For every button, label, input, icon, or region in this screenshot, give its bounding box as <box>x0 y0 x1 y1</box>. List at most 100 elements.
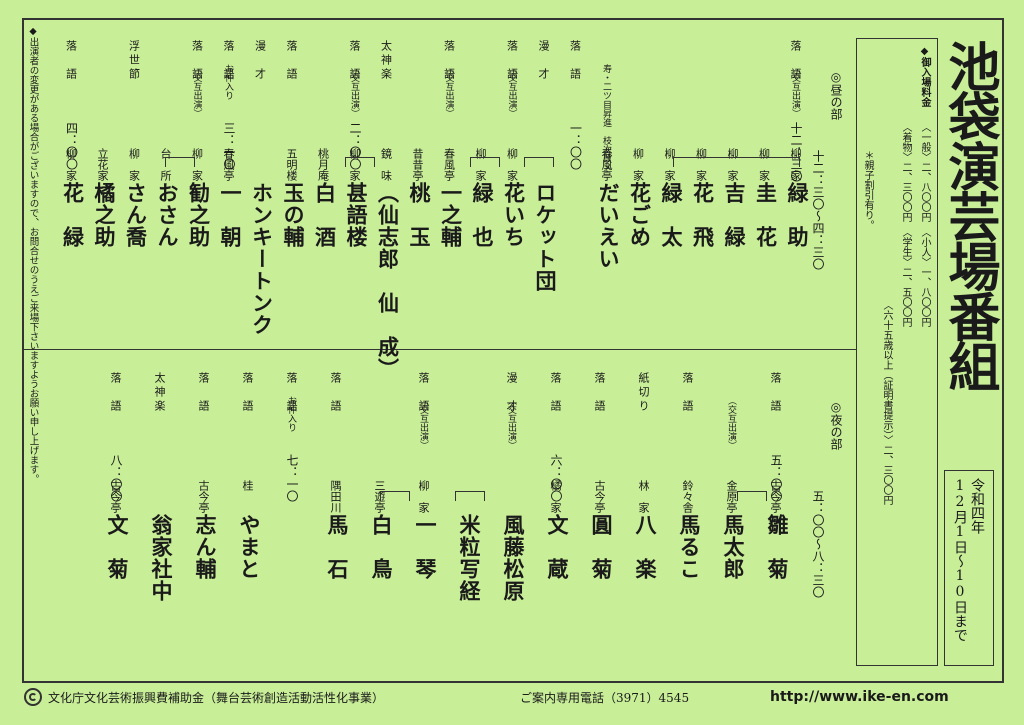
alternate-bracket <box>165 157 195 167</box>
subsidy-note: 文化庁文化芸術振興費補助金（舞台芸術創造活動活性化事業） <box>48 691 385 705</box>
act-genre: 落 語 <box>348 40 361 82</box>
performer-name: ホンキートンク <box>249 182 274 336</box>
night-time: 五：〇〇〜八：三〇 <box>811 490 825 598</box>
agency-logo-icon <box>24 688 42 706</box>
performer-name: 白 鳥 <box>369 514 393 580</box>
performer-name: 八 楽 <box>633 514 657 580</box>
act-house: 柳 家 <box>694 148 708 181</box>
act-house: 林 家 <box>637 480 650 513</box>
act-genre: 落 語 <box>64 40 78 82</box>
fee-line-2: 〈着物〉二、三〇〇円 〈学生〉二、五〇〇円 <box>900 122 911 327</box>
act-house: 橘 家 <box>549 480 562 513</box>
performer-name: 緑 也 <box>470 182 494 248</box>
act-house: 柳 家 <box>757 148 771 181</box>
act-note: お仲入り <box>286 396 296 432</box>
act-genre: 落 語 <box>568 40 582 82</box>
act-note: （交互出演） <box>418 396 428 450</box>
performer-name: だいえい <box>596 182 620 270</box>
performer-name: 雛 菊 <box>765 514 789 580</box>
act-house: 柳 家 <box>631 148 645 181</box>
performer-name: 吉 緑 <box>722 182 746 248</box>
act-house: 柳 家 <box>663 148 676 181</box>
act-time: 七：一〇 <box>285 454 299 502</box>
performer-name: 緑 助 <box>785 182 809 248</box>
performer-name: 米粒写経 <box>457 514 481 602</box>
day-time: 十二：三〇〜四：三〇 <box>811 150 825 270</box>
fee-line-4: ＊親子割引有り。 <box>862 150 873 230</box>
act-house: 五明楼 <box>285 148 298 181</box>
act-time: 十二：三〇 <box>789 122 803 182</box>
performer-name: 花いち <box>501 182 526 248</box>
alternate-bracket <box>737 491 767 501</box>
act-time: 五：〇〇 <box>769 454 783 502</box>
act-house: 柳 家 <box>127 148 141 181</box>
act-genre: 落 語 <box>549 372 562 414</box>
act-note: （交互出演） <box>790 64 800 118</box>
phone-info: ご案内専用電話（3971）4545 <box>520 691 690 705</box>
act-time: 二：〇〇 <box>348 122 362 170</box>
performer-name: 翁家社中 <box>149 514 173 602</box>
act-house: 金原亭 <box>725 480 738 513</box>
night-label: ◎夜の部 <box>829 400 843 450</box>
performer-name: 桃 玉 <box>407 182 431 248</box>
act-genre: 漫 才 <box>253 40 267 82</box>
act-genre: 落 語 <box>417 372 430 414</box>
act-house: 柳 家 <box>417 480 430 513</box>
notice: ◆出演者の変更がある場合がございますので、お問合せのうえご来場下さいますようお願… <box>27 26 39 484</box>
act-house: 立花家 <box>96 148 109 181</box>
act-house: 古今亭 <box>769 480 782 513</box>
act-house: 柳 家 <box>190 148 204 181</box>
performer-name: 馬 石 <box>325 514 349 580</box>
act-house: 鏡 味 <box>379 148 393 181</box>
act-time: 三：一〇 <box>222 122 236 170</box>
act-note: （交互出演） <box>191 64 202 118</box>
performer-name: 馬太郎 <box>721 514 745 580</box>
act-genre: 紙切り <box>637 372 650 414</box>
alternate-bracket <box>380 491 410 501</box>
performer-name: 圓 菊 <box>589 514 613 580</box>
act-note: （交互出演） <box>443 64 454 118</box>
fee-line-1: 〈一般〉二、八〇〇円 〈小人〉一、八〇〇円 <box>919 122 930 327</box>
fee-line-3: 〈六十五歳以上（証明書提示）〉二、三〇〇円 <box>881 300 892 505</box>
day-label: ◎昼の部 <box>829 70 843 120</box>
performer-name: 花 飛 <box>690 182 715 248</box>
performer-name: 風藤松原 <box>501 514 525 602</box>
act-genre: 落 語 <box>222 40 235 82</box>
date-era: 令和四年 <box>969 478 985 534</box>
date-box <box>944 470 994 666</box>
act-genre: 落 語 <box>109 372 122 414</box>
performer-name: おさん <box>155 182 179 248</box>
performer-name: 一之輔 <box>438 182 463 248</box>
act-genre: 落 語 <box>285 372 298 414</box>
act-note: （交互出演） <box>506 64 517 118</box>
act-time: 四：〇〇 <box>64 122 79 170</box>
act-genre: 落 語 <box>789 40 802 82</box>
act-house: 柳 家 <box>348 148 361 181</box>
act-house: 昔昔亭 <box>411 148 424 181</box>
performer-name: 玉の輔 <box>281 182 305 248</box>
act-note: 寿・二ツ目昇進 枝次改メ <box>601 64 611 172</box>
performer-name: 圭 花 <box>753 182 778 248</box>
performer-name: 勧之助 <box>186 182 211 248</box>
act-note: （交互出演） <box>726 396 736 450</box>
act-genre: 漫 才 <box>505 372 518 414</box>
act-genre: 太神楽 <box>379 40 393 82</box>
alternate-bracket <box>524 157 554 167</box>
website-link[interactable]: http://www.ike-en.com <box>770 689 949 705</box>
alternate-bracket <box>673 157 800 167</box>
page-title: 池袋演芸場番組 <box>939 40 999 390</box>
performer-name: 甚語楼 <box>344 182 368 248</box>
act-house: 桃月庵 <box>316 148 330 181</box>
act-genre: 落 語 <box>329 372 342 414</box>
date-range: 12月1日〜10日まで <box>952 478 968 642</box>
performer-name: ロケット団 <box>533 182 557 292</box>
act-genre: 落 語 <box>593 372 606 414</box>
act-genre: 落 語 <box>285 40 298 82</box>
performer-name: 一 琴 <box>413 514 437 580</box>
act-house: 隅田川 <box>329 480 342 513</box>
act-house: 古今亭 <box>197 480 210 513</box>
performer-name: 橘之助 <box>92 182 116 248</box>
performer-name: さん喬 <box>123 182 148 248</box>
act-house: 柳 家 <box>505 148 519 181</box>
